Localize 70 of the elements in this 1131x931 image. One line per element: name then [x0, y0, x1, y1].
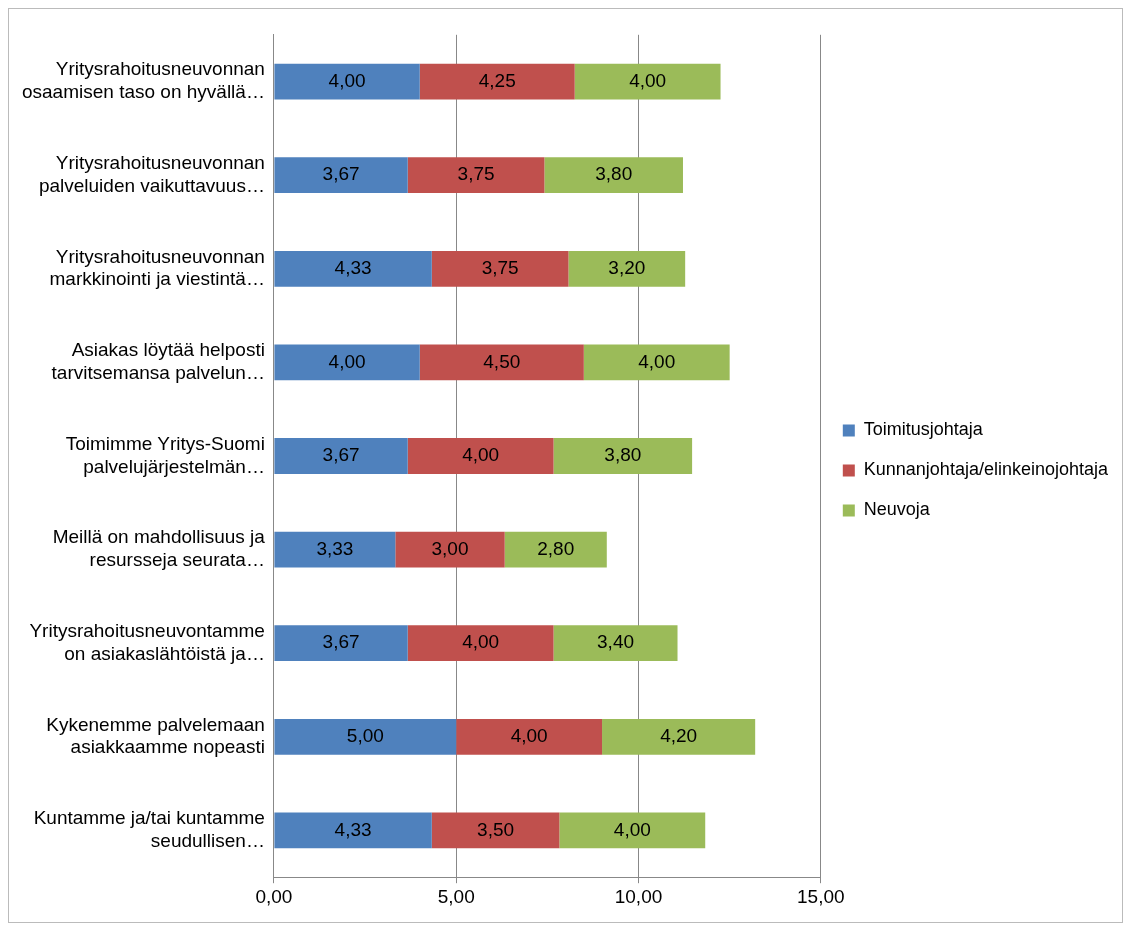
bar — [568, 250, 686, 287]
bar — [274, 718, 457, 755]
data-label: 3,67 — [322, 163, 360, 185]
x-tick-label: 15,00 — [797, 885, 845, 907]
bar — [274, 812, 432, 849]
bar — [274, 531, 396, 568]
bar — [456, 718, 603, 755]
data-label: 5,00 — [346, 725, 384, 747]
y-tick-label: Toimimme Yritys-Suomi palvelujärjestelmän… — [65, 432, 265, 477]
data-label: 4,33 — [334, 257, 372, 279]
y-tick-label: Kuntamme ja/tai kuntamme seudullisen… — [33, 807, 265, 852]
data-label: 3,80 — [604, 444, 642, 466]
data-label: 3,00 — [431, 537, 469, 559]
bar — [407, 157, 545, 194]
bar — [574, 63, 721, 100]
data-label: 4,00 — [638, 350, 676, 372]
data-label: 4,33 — [334, 818, 372, 840]
legend-label: Toimitusjohtaja — [863, 419, 984, 440]
y-tick-label: Meillä on mahdollisuus ja resursseja seurata… — [52, 526, 266, 571]
bar — [274, 250, 432, 287]
data-label: 4,00 — [462, 631, 500, 653]
bar — [553, 438, 693, 474]
bar — [274, 625, 408, 662]
x-tick-label: 0,00 — [255, 885, 293, 907]
y-tick-label: Yritysrahoitusneuvontamme on asiakaslähtöistä ja… — [29, 620, 265, 664]
bar — [431, 812, 560, 849]
y-tick-label: Yritysrahoitusneuvonnan palveluiden vaikuttavuus… — [38, 152, 265, 196]
data-label: 2,80 — [537, 537, 575, 559]
bar — [602, 718, 756, 755]
data-label: 4,00 — [328, 69, 366, 91]
data-label: 4,00 — [328, 350, 366, 372]
legend-label: Kunnanjohtaja/elinkeinojohtaja — [863, 459, 1109, 480]
bar — [504, 531, 607, 568]
y-tick-label: Asiakas löytää helposti tarvitsemansa palvelun… — [51, 339, 265, 384]
bar — [274, 157, 408, 194]
data-label: 4,00 — [613, 818, 651, 840]
data-label: 4,00 — [510, 725, 548, 747]
data-label: 3,75 — [457, 163, 495, 185]
bar — [419, 344, 584, 381]
y-tick-label: Yritysrahoitusneuvonnan osaamisen taso on hyvällä… — [21, 58, 265, 103]
bar — [407, 438, 554, 474]
data-label: 4,00 — [629, 69, 667, 91]
data-label: 4,25 — [478, 69, 516, 91]
bar — [274, 344, 420, 381]
data-label: 3,33 — [316, 537, 354, 559]
bar — [559, 812, 706, 849]
data-label: 4,20 — [660, 725, 698, 747]
data-label: 3,20 — [608, 257, 646, 279]
bar — [395, 531, 505, 568]
x-tick-label: 10,00 — [614, 885, 663, 907]
bar — [419, 63, 575, 100]
bar — [274, 63, 420, 100]
y-tick-label: Yritysrahoitusneuvonnan markkinointi ja viestintä… — [49, 245, 265, 290]
bar — [553, 625, 678, 662]
data-label: 4,00 — [462, 444, 500, 466]
x-tick-label: 5,00 — [437, 885, 475, 907]
bar — [583, 344, 730, 381]
y-tick-label: Kykenemme palvelemaan asiakkaamme nopeasti — [46, 713, 265, 758]
data-label: 4,50 — [483, 350, 521, 372]
data-label: 3,40 — [597, 631, 635, 653]
bar — [407, 625, 554, 662]
data-label: 3,80 — [595, 163, 633, 185]
data-label: 3,50 — [477, 818, 515, 840]
bar — [431, 250, 569, 287]
bar — [544, 157, 683, 194]
bar — [274, 438, 408, 474]
legend-label: Neuvoja — [863, 499, 931, 520]
data-label: 3,75 — [481, 257, 519, 279]
data-label: 3,67 — [322, 444, 360, 466]
data-label: 3,67 — [322, 631, 360, 653]
